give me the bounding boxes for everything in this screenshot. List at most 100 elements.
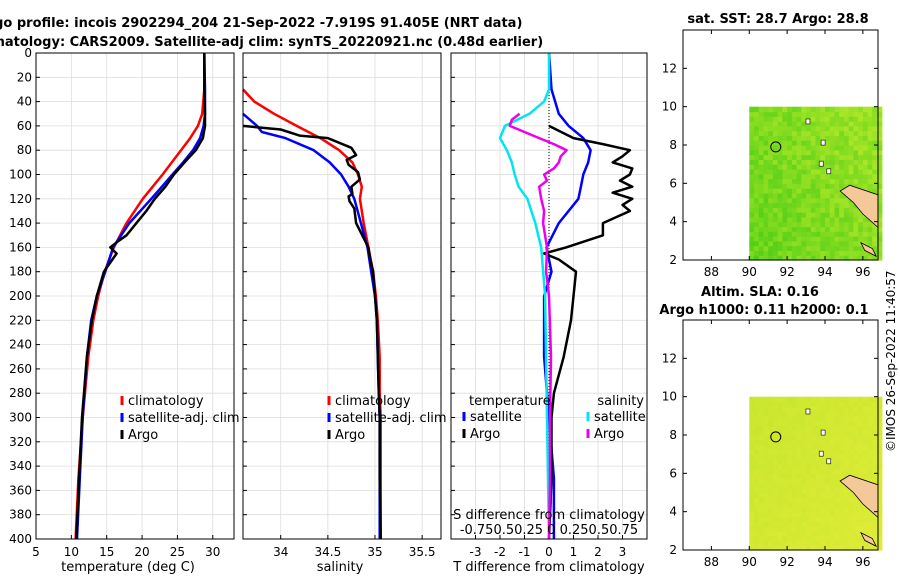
heatmap-cell — [791, 255, 798, 261]
heatmap-cell — [782, 492, 788, 498]
heatmap-cell — [820, 444, 826, 450]
heatmap-cell — [834, 430, 840, 436]
heatmap-cell — [787, 459, 793, 465]
heatmap-cell — [763, 444, 769, 450]
heatmap-cell — [877, 478, 883, 484]
heatmap-cell — [787, 463, 793, 470]
y-tick-label: 40 — [17, 95, 32, 109]
heatmap-cell — [825, 487, 831, 494]
heatmap-cell — [810, 526, 817, 532]
heatmap-cell — [848, 149, 854, 156]
heatmap-cell — [867, 521, 873, 527]
heatmap-cell — [749, 449, 755, 455]
heatmap-cell — [749, 140, 755, 146]
heatmap-cell — [834, 439, 840, 446]
heatmap-cell — [862, 164, 869, 170]
heatmap-cell — [772, 530, 779, 537]
heatmap-cell — [815, 502, 821, 508]
x-tick-label: 0 — [545, 545, 553, 559]
heatmap-cell — [758, 216, 764, 223]
heatmap-cell — [820, 135, 826, 141]
heatmap-cell — [877, 545, 883, 551]
heatmap-cell — [848, 396, 854, 403]
heatmap-cell — [768, 454, 774, 460]
heatmap-cell — [791, 154, 798, 160]
heatmap-cell — [801, 425, 807, 431]
heatmap-cell — [758, 106, 764, 113]
heatmap-cell — [782, 396, 788, 403]
heatmap-cell — [777, 188, 783, 194]
heatmap-cell — [796, 459, 802, 465]
heatmap-cell — [787, 545, 793, 551]
y-tick-label: 0 — [24, 46, 32, 60]
heatmap-cell — [763, 439, 769, 446]
heatmap-cell — [810, 415, 817, 422]
heatmap-cell — [806, 459, 812, 465]
heatmap-cell — [763, 169, 769, 175]
heatmap-cell — [754, 212, 760, 218]
heatmap-cell — [843, 425, 850, 431]
heatmap-cell — [839, 116, 845, 122]
y-tick-label: 300 — [9, 411, 32, 425]
heatmap-cell — [772, 207, 779, 213]
heatmap-cell — [858, 439, 864, 446]
heatmap-cell — [777, 197, 783, 204]
heatmap-cell — [848, 226, 854, 232]
heatmap-cell — [810, 121, 817, 127]
heatmap-cell — [820, 169, 826, 175]
heatmap-cell — [820, 482, 826, 489]
heatmap-cell — [839, 125, 845, 132]
heatmap-cell — [791, 121, 798, 127]
heatmap-cell — [806, 420, 812, 426]
heatmap-cell — [758, 435, 764, 441]
heatmap-cell — [772, 221, 779, 228]
heatmap-cell — [758, 521, 764, 527]
heatmap-cell — [853, 540, 859, 546]
heatmap-cell — [806, 212, 812, 218]
heatmap-cell — [810, 468, 817, 474]
heatmap-cell — [796, 121, 802, 127]
heatmap-cell — [768, 135, 774, 141]
heatmap-cell — [810, 459, 817, 465]
heatmap-cell — [749, 401, 755, 407]
y-tick-label: 180 — [9, 265, 32, 279]
heatmap-cell — [806, 545, 812, 551]
heatmap-cell — [758, 463, 764, 470]
heatmap-cell — [867, 478, 873, 484]
heatmap-cell — [834, 396, 840, 403]
legend-label: Argo — [128, 428, 158, 443]
heatmap-cell — [872, 526, 878, 532]
heatmap-cell — [791, 425, 798, 431]
heatmap-cell — [843, 183, 850, 189]
x-tick-label: 90 — [742, 555, 757, 569]
heatmap-cell — [758, 492, 764, 498]
heatmap-cell — [810, 221, 817, 228]
heatmap-cell — [877, 226, 883, 232]
heatmap-cell — [768, 111, 774, 117]
heatmap-cell — [839, 511, 845, 518]
heatmap-cell — [843, 492, 850, 498]
heatmap-cell — [834, 420, 840, 426]
heatmap-cell — [877, 530, 883, 537]
heatmap-cell — [825, 202, 831, 208]
heatmap-cell — [815, 135, 821, 141]
heatmap-cell — [791, 159, 798, 165]
heatmap-cell — [782, 411, 788, 417]
land-island-nicobar — [805, 408, 811, 415]
heatmap-cell — [758, 145, 764, 151]
heatmap-cell — [815, 173, 821, 180]
heatmap-cell — [843, 459, 850, 465]
heatmap-cell — [872, 439, 878, 446]
heatmap-cell — [806, 245, 812, 251]
heatmap-cell — [758, 487, 764, 494]
heatmap-cell — [815, 535, 821, 541]
heatmap-cell — [853, 545, 859, 551]
heatmap-cell — [801, 245, 807, 251]
heatmap-cell — [839, 106, 845, 113]
heatmap-cell — [749, 116, 755, 122]
y-tick-label: 4 — [669, 215, 677, 229]
heatmap-cell — [858, 116, 864, 122]
heatmap-cell — [867, 188, 873, 194]
heatmap-cell — [867, 463, 873, 470]
heatmap-cell — [796, 202, 802, 208]
